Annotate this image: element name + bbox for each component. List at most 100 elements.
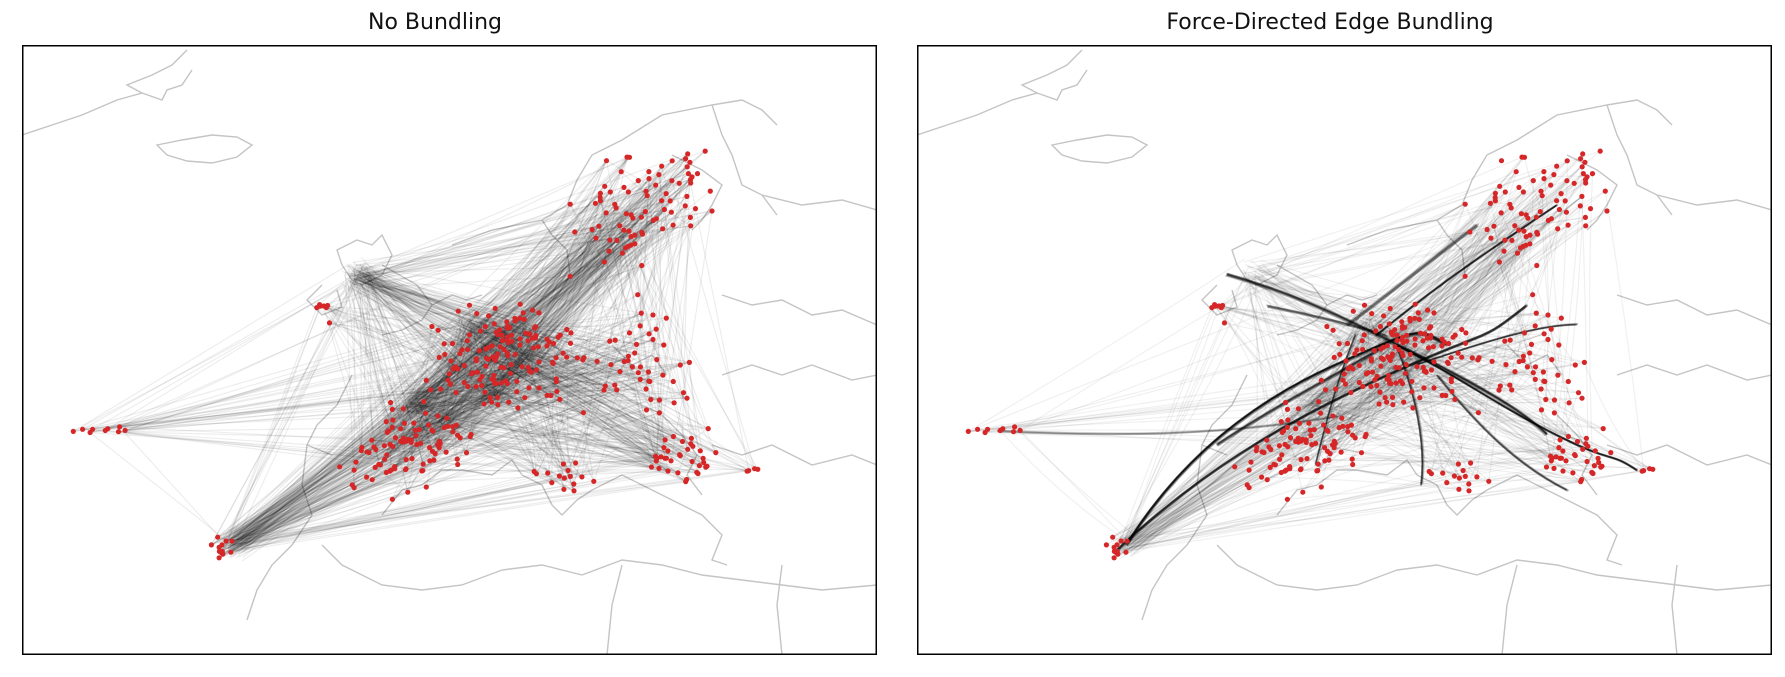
bundled-edge [1287, 361, 1420, 448]
flight-edge [427, 407, 669, 472]
bundled-edge [1112, 396, 1390, 538]
plot-background [917, 45, 1772, 655]
flight-edge [421, 357, 585, 394]
airport-node [87, 429, 93, 436]
bundled-edge [1334, 360, 1524, 442]
bundled-edge [1215, 305, 1421, 366]
flight-edge [463, 171, 650, 325]
flight-edge [499, 382, 502, 400]
flight-edge [231, 365, 465, 543]
flight-edge [535, 160, 608, 336]
bundled-edge [1246, 275, 1313, 445]
airport-node [1422, 331, 1428, 337]
airport-node [228, 549, 234, 555]
map-plot-area [22, 45, 877, 655]
airport-node [373, 446, 379, 453]
bundled-edge [1246, 265, 1479, 361]
flight-edge [536, 369, 683, 443]
airport-node [523, 330, 529, 336]
airport-node [643, 188, 649, 194]
airport-node [1449, 388, 1455, 394]
airport-node [662, 437, 668, 443]
airport-node [389, 406, 395, 412]
flight-edge [534, 361, 690, 380]
bundled-edge [1252, 286, 1393, 355]
flight-edge [455, 392, 564, 465]
airport-node [1314, 468, 1320, 474]
bundled-edge [1113, 398, 1384, 559]
flight-edge [351, 278, 474, 374]
airport-node [1448, 355, 1454, 361]
airport-node [551, 340, 557, 347]
bundled-edge [1121, 481, 1581, 553]
flight-edge [232, 239, 618, 551]
flight-edge [233, 467, 660, 548]
flight-edge [407, 329, 439, 402]
airport-node [1431, 359, 1437, 365]
flight-edge [386, 210, 713, 456]
flight-edge [351, 287, 669, 472]
flight-edge [373, 308, 496, 448]
airport-node [1508, 205, 1514, 211]
flight-edge [523, 319, 530, 369]
flight-edge [221, 413, 408, 546]
airport-node [1486, 478, 1492, 484]
bundled-edge [1250, 360, 1524, 463]
bundled-edge [1422, 372, 1479, 414]
bundled-edge [1380, 244, 1527, 367]
bundled-edge [1391, 331, 1603, 467]
flight-edge [466, 230, 630, 330]
bundled-edge [1308, 346, 1434, 410]
flight-edge [484, 331, 498, 394]
flight-edge [494, 308, 517, 363]
flight-edge [242, 342, 509, 548]
flight-edge [663, 209, 694, 447]
bundled-edge [1431, 369, 1587, 445]
airport-node [629, 364, 636, 370]
flight-edge [416, 180, 673, 415]
bundled-edge [1368, 190, 1542, 331]
bundled-edge [1234, 416, 1320, 468]
bundled-edge [1117, 287, 1249, 555]
flight-edge [473, 333, 483, 377]
flight-edge [492, 356, 549, 474]
flight-edge [483, 332, 708, 467]
airport-node [498, 364, 504, 370]
bundled-edge [1307, 366, 1397, 402]
flight-edge [361, 272, 459, 312]
flight-edge [228, 470, 423, 545]
flight-edge [535, 218, 657, 339]
flight-edge [398, 348, 487, 391]
airport-node [1330, 413, 1336, 419]
flight-edge [124, 320, 469, 431]
bundled-edge [1125, 345, 1388, 546]
flight-edge [217, 440, 407, 538]
flight-edge [591, 229, 657, 457]
bundled-edge [1385, 380, 1569, 391]
airport-node [619, 250, 626, 256]
flight-edge [432, 207, 617, 452]
airport-node [1259, 474, 1265, 480]
flight-edge [429, 365, 487, 448]
flight-edge [358, 266, 532, 373]
flight-edge [432, 390, 491, 432]
bundled-edge [1364, 312, 1537, 331]
flight-edge [405, 468, 535, 473]
flight-edge [239, 470, 669, 545]
flight-edge [671, 180, 756, 469]
bundled-edge [1503, 250, 1576, 366]
airport-node [1580, 151, 1586, 157]
bundled-edge [1257, 267, 1427, 373]
flight-edge [497, 247, 626, 395]
bundled-edge [1583, 362, 1645, 471]
bundled-edge [1386, 404, 1567, 462]
flight-edge [402, 380, 427, 410]
flight-edge [406, 405, 413, 459]
flight-edge [237, 412, 584, 535]
airport-node [461, 362, 467, 369]
flight-edge [350, 280, 441, 444]
flight-edge [479, 333, 698, 473]
flight-edge [679, 217, 691, 366]
airport-node [1368, 356, 1374, 362]
flight-edge [470, 390, 558, 436]
